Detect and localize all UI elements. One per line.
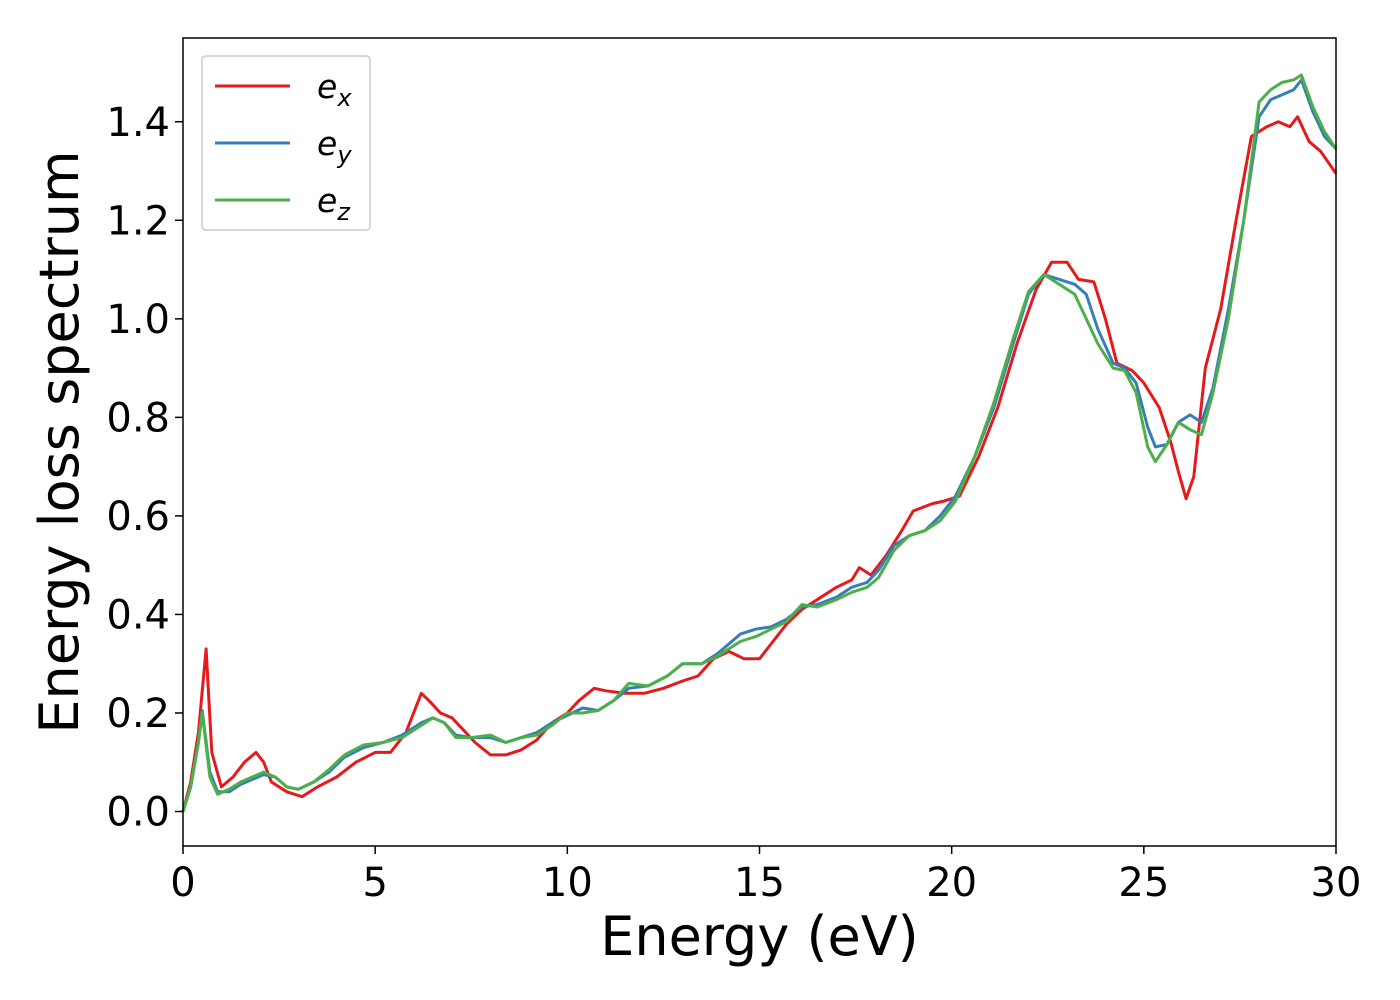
series-line-z — [181, 73, 1338, 812]
x-tick-label: 0 — [170, 860, 195, 906]
legend-label-subscript: y — [336, 141, 352, 169]
series-layer — [181, 73, 1338, 812]
y-axis-title: Energy loss spectrum — [28, 150, 91, 733]
legend-label-subscript: z — [336, 198, 351, 226]
x-axis: 0 5 10 15 20 25 30 — [170, 846, 1361, 906]
legend-label: ex — [317, 67, 352, 112]
y-axis: 0.0 0.2 0.4 0.6 0.8 1.0 1.2 1.4 — [106, 100, 183, 836]
y-tick-label: 0.4 — [106, 592, 170, 638]
y-tick-label: 1.4 — [106, 100, 170, 146]
y-tick-label: 0.2 — [106, 691, 170, 737]
legend-label: ey — [317, 124, 352, 169]
y-tick-label: 1.0 — [106, 297, 170, 343]
x-tick-label: 10 — [542, 860, 593, 906]
series-line-x — [181, 115, 1338, 812]
legend-label: ez — [317, 181, 351, 226]
legend-label-subscript: x — [336, 84, 352, 112]
legend-label-base: e — [317, 124, 337, 163]
y-tick-label: 0.6 — [106, 494, 170, 540]
x-tick-label: 5 — [362, 860, 387, 906]
x-tick-label: 30 — [1311, 860, 1362, 906]
x-axis-title: Energy (eV) — [600, 905, 919, 968]
y-tick-label: 1.2 — [106, 198, 170, 244]
legend-label-base: e — [317, 181, 337, 220]
x-tick-label: 20 — [926, 860, 977, 906]
legend-label-base: e — [317, 67, 337, 106]
y-tick-label: 0.0 — [106, 790, 170, 836]
y-tick-label: 0.8 — [106, 395, 170, 441]
x-tick-label: 25 — [1118, 860, 1169, 906]
x-tick-label: 15 — [734, 860, 785, 906]
